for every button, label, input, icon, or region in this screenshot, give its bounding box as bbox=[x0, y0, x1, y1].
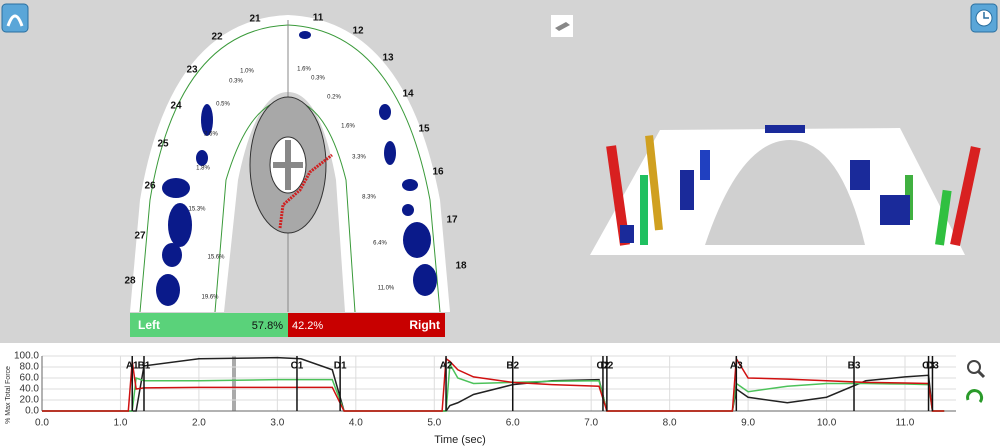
x-tick-label: 2.0 bbox=[192, 418, 206, 429]
cof-trajectory bbox=[278, 153, 333, 229]
zoom-button[interactable] bbox=[967, 360, 981, 374]
arch-icon bbox=[6, 14, 24, 27]
right-label: Right bbox=[409, 318, 440, 332]
tooth-percentage: 3.3% bbox=[352, 155, 366, 161]
event-label: B3 bbox=[848, 361, 861, 372]
y-tick-label: 100.0 bbox=[14, 351, 39, 362]
force-line bbox=[42, 361, 945, 412]
tooth-percentage: 19.6% bbox=[201, 295, 219, 301]
tooth-percentage: 0.2% bbox=[327, 95, 341, 101]
tooth-percentage: 0.5% bbox=[216, 102, 230, 108]
tooth-percentage: 1.8% bbox=[196, 166, 210, 172]
tooth-percentage: 6.4% bbox=[373, 241, 387, 247]
chart-panel bbox=[0, 343, 1000, 447]
tooth-percentage: 1.6% bbox=[297, 67, 311, 73]
tooth-percentage: 0.3% bbox=[311, 76, 325, 82]
tooth-percentage: 15.3% bbox=[188, 207, 206, 213]
tooth-percentage: 15.6% bbox=[207, 255, 225, 261]
event-label: C3 bbox=[922, 361, 935, 372]
event-label: D3 bbox=[926, 361, 939, 372]
left-label: Left bbox=[138, 318, 160, 332]
tooth-number: 27 bbox=[134, 231, 146, 242]
tooth-number: 25 bbox=[157, 139, 169, 150]
y-tick-label: 60.0 bbox=[20, 373, 40, 384]
tooth-number: 21 bbox=[249, 14, 261, 25]
event-label: D1 bbox=[334, 361, 347, 372]
x-tick-label: 7.0 bbox=[584, 418, 598, 429]
tooth-number: 11 bbox=[313, 13, 324, 24]
x-axis-label: Time (sec) bbox=[434, 434, 486, 446]
force-line bbox=[42, 356, 945, 412]
x-tick-label: 8.0 bbox=[663, 418, 677, 429]
event-label: D2 bbox=[600, 361, 613, 372]
tooth-number: 13 bbox=[382, 53, 394, 64]
clock-hands bbox=[983, 12, 989, 19]
x-tick-label: 4.0 bbox=[349, 418, 363, 429]
arch bbox=[130, 15, 450, 312]
event-label: A1 bbox=[126, 361, 139, 372]
force-bars-3d bbox=[606, 125, 981, 247]
x-tick-label: 11.0 bbox=[896, 418, 915, 429]
tooth-percentage: 11.0% bbox=[378, 286, 395, 292]
y-tick-label: 80.0 bbox=[20, 362, 40, 373]
x-tick-label: 10.0 bbox=[817, 418, 837, 429]
tooth-percentage: 1.6% bbox=[341, 124, 355, 130]
event-label: A2 bbox=[440, 361, 453, 372]
tooth-number: 17 bbox=[446, 215, 458, 226]
tooth-number: 12 bbox=[352, 26, 364, 37]
x-tick-label: 5.0 bbox=[427, 418, 441, 429]
view-icon bbox=[555, 22, 570, 31]
tooth-number: 28 bbox=[124, 276, 136, 287]
tooth-number: 23 bbox=[186, 65, 198, 76]
x-tick-label: 1.0 bbox=[114, 418, 128, 429]
right-value: 42.2% bbox=[292, 320, 323, 332]
right-bar bbox=[288, 313, 445, 337]
left-bar bbox=[130, 313, 288, 337]
tooth-number: 15 bbox=[418, 124, 430, 135]
event-label: A3 bbox=[730, 361, 743, 372]
left-value: 57.8% bbox=[252, 320, 283, 332]
event-label: B1 bbox=[138, 361, 151, 372]
tooth-percentage: 8.3% bbox=[362, 195, 376, 201]
y-tick-label: 20.0 bbox=[20, 395, 40, 406]
tooth-number: 16 bbox=[432, 167, 444, 178]
tooth-number: 24 bbox=[170, 101, 182, 112]
x-tick-label: 9.0 bbox=[741, 418, 755, 429]
event-label: B2 bbox=[506, 361, 519, 372]
tooth-number: 26 bbox=[144, 181, 156, 192]
tooth-percentage: 1.0% bbox=[240, 69, 254, 75]
event-label: C2 bbox=[597, 361, 610, 372]
tooth-percentage: 0.3% bbox=[229, 79, 243, 85]
event-label: C1 bbox=[291, 361, 304, 372]
force-line bbox=[42, 356, 945, 412]
contact-areas bbox=[156, 31, 437, 306]
x-tick-label: 3.0 bbox=[270, 418, 284, 429]
x-tick-label: 6.0 bbox=[506, 418, 520, 429]
y-tick-label: 0.0 bbox=[25, 406, 39, 417]
tooth-percentage: 2.6% bbox=[204, 132, 218, 138]
y-tick-label: 40.0 bbox=[20, 384, 40, 395]
arch-button[interactable] bbox=[1, 3, 29, 33]
x-tick-label: 0.0 bbox=[35, 418, 49, 429]
tooth-number: 14 bbox=[402, 89, 414, 100]
tooth-number: 22 bbox=[211, 32, 223, 43]
zoom-handle bbox=[976, 369, 986, 379]
cross bbox=[273, 140, 303, 190]
arch-3d-inner bbox=[705, 140, 865, 245]
tooth-number: 18 bbox=[455, 261, 467, 272]
y-axis-label: % Max Total Force bbox=[5, 366, 12, 424]
refresh-button[interactable] bbox=[966, 389, 984, 403]
